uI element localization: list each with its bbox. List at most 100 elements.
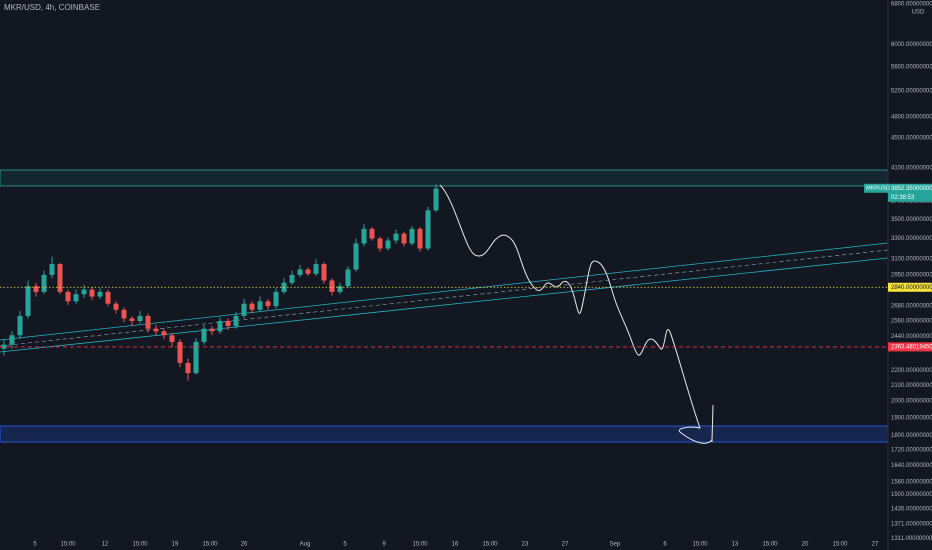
y-tick-label: 4100.00000000 xyxy=(891,166,932,172)
candle-body xyxy=(361,228,367,244)
x-tick-label: 5 xyxy=(33,542,37,548)
candle-body xyxy=(233,315,239,327)
candle-body xyxy=(393,233,399,241)
candle-body xyxy=(305,269,311,274)
y-tick-label: 5600.00000000 xyxy=(891,64,932,70)
candle-body xyxy=(57,264,63,292)
y-tick-label: 1371.00000000 xyxy=(891,521,932,527)
x-tick-label: 15:00 xyxy=(202,542,218,548)
candle-body xyxy=(417,228,423,249)
x-tick-label: 16 xyxy=(452,542,459,548)
x-tick-label: Sep xyxy=(610,542,621,548)
candle-body xyxy=(409,228,415,244)
x-tick-label: 15:00 xyxy=(60,542,76,548)
y-tick-label: 3700.00000000 xyxy=(891,199,932,205)
y-tick-label: 1560.00000000 xyxy=(891,479,932,485)
x-tick-label: 15:00 xyxy=(132,542,148,548)
x-tick-label: 27 xyxy=(872,542,879,548)
x-tick-label: 15:00 xyxy=(482,542,498,548)
candle-body xyxy=(377,238,383,249)
y-tick-label: 1900.00000000 xyxy=(891,415,932,421)
forecast-drawing xyxy=(439,184,714,444)
y-tick-label: 1435.00000000 xyxy=(891,506,932,512)
candle-body xyxy=(17,315,23,336)
candle-body xyxy=(241,303,247,316)
y-tick-label: 4500.00000000 xyxy=(891,135,932,141)
y-tick-label: 2000.00000000 xyxy=(891,399,932,405)
candle-body xyxy=(161,331,167,336)
candle-body xyxy=(433,188,439,211)
candle-body xyxy=(353,243,359,270)
symbol-label: MKRUSD xyxy=(866,186,890,192)
y-tick-label: 1800.00000000 xyxy=(891,433,932,439)
x-tick-label: 6 xyxy=(663,542,667,548)
candle-body xyxy=(201,328,207,342)
x-tick-label: 15:00 xyxy=(832,542,848,548)
x-tick-label: 12 xyxy=(102,542,109,548)
candle-body xyxy=(81,289,87,295)
support-zone xyxy=(0,425,889,443)
candle-body xyxy=(225,320,231,327)
candle-body xyxy=(185,362,191,374)
y-tick-label: 2950.00000000 xyxy=(891,273,932,279)
candle-body xyxy=(145,315,151,329)
candle-body xyxy=(385,240,391,249)
x-tick-label: 15:00 xyxy=(762,542,778,548)
x-tick-label: 26 xyxy=(241,542,248,548)
candle-body xyxy=(49,264,55,275)
candle-body xyxy=(257,301,263,310)
candle-body xyxy=(345,269,351,287)
candle-body xyxy=(25,286,31,316)
y-tick-label: 2100.00000000 xyxy=(891,383,932,389)
symbol-tag xyxy=(864,183,888,193)
candle-body xyxy=(129,318,135,321)
x-tick-label: 27 xyxy=(562,542,569,548)
candle-body xyxy=(289,274,295,283)
y-tick-label: 2440.00000000 xyxy=(891,334,932,340)
price-tag xyxy=(888,342,932,352)
y-tick-label: 1500.00000000 xyxy=(891,492,932,498)
candle-body xyxy=(209,328,215,332)
candle-body xyxy=(177,341,183,363)
candle-body xyxy=(153,328,159,332)
countdown: 02:38:53 xyxy=(891,195,915,201)
candle-body xyxy=(105,291,111,304)
channel-bottom xyxy=(0,257,889,353)
candle-body xyxy=(369,228,375,239)
candle-body xyxy=(121,309,127,319)
x-tick-label: 9 xyxy=(382,542,386,548)
y-tick-label: 4800.00000000 xyxy=(891,114,932,120)
candle-body xyxy=(321,264,327,281)
y-tick-label: 1640.00000000 xyxy=(891,463,932,469)
symbol-title: MKR/USD, 4h, COINBASE xyxy=(4,3,100,12)
candle-body xyxy=(41,274,47,292)
candle-body xyxy=(249,303,255,310)
candle-body xyxy=(313,264,319,274)
candle-body xyxy=(337,286,343,292)
x-tick-label: 20 xyxy=(802,542,809,548)
x-tick-label: 23 xyxy=(522,542,529,548)
y-tick-label: 5200.00000000 xyxy=(891,88,932,94)
y-tick-label: 6800.00000000 xyxy=(891,1,932,7)
candle-body xyxy=(265,301,271,307)
candle-body xyxy=(65,291,71,302)
y-tick-label: 6000.00000000 xyxy=(891,42,932,48)
x-tick-label: 15:00 xyxy=(412,542,428,548)
currency: USD xyxy=(912,10,925,16)
x-tick-label: 15:00 xyxy=(692,542,708,548)
candle-body xyxy=(97,291,103,297)
y-tick-label: 1311.00000000 xyxy=(891,536,932,542)
candle-body xyxy=(273,291,279,307)
price-tag xyxy=(888,183,932,202)
candle-body xyxy=(137,315,143,321)
candle-body xyxy=(193,341,199,374)
candle-body xyxy=(169,335,175,342)
y-tick-label: 2680.00000000 xyxy=(891,304,932,310)
price-tag-label: 3852.35000000 xyxy=(891,186,932,192)
y-tick-label: 2200.00000000 xyxy=(891,368,932,374)
x-tick-label: 5 xyxy=(343,542,347,548)
candle-body xyxy=(401,233,407,244)
candle-body xyxy=(9,335,15,345)
